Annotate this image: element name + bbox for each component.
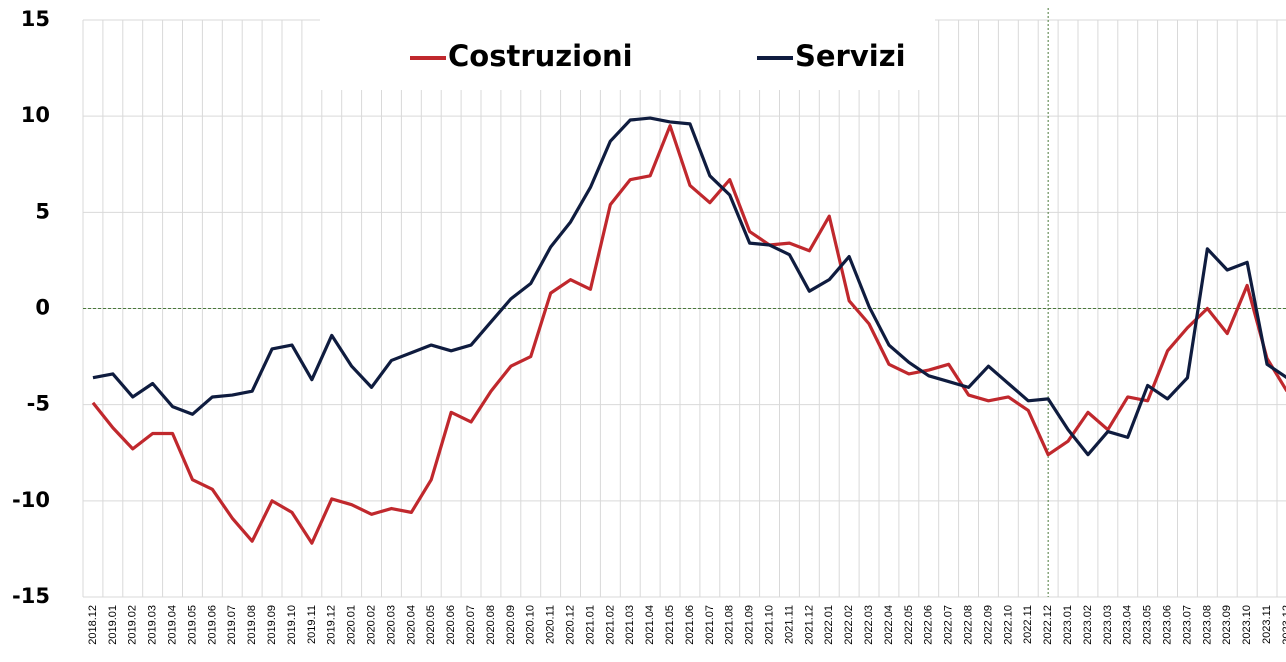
x-tick-label: 2022.02 (843, 605, 855, 645)
x-tick-label: 2019.01 (107, 605, 119, 645)
legend-background (320, 8, 935, 90)
x-tick-label: 2021.02 (604, 605, 616, 645)
x-tick-label: 2021.04 (644, 605, 656, 645)
x-tick-label: 2022.05 (903, 605, 915, 645)
x-tick-label: 2020.07 (465, 605, 477, 645)
x-tick-label: 2019.06 (206, 605, 218, 645)
series-line (91, 124, 1286, 545)
x-tick-label: 2020.02 (365, 605, 377, 645)
x-tick-label: 2023.03 (1102, 605, 1114, 645)
y-tick-label: 0 (35, 296, 50, 320)
x-tick-label: 2019.04 (166, 605, 178, 645)
x-tick-label: 2022.10 (1002, 605, 1014, 645)
x-tick-label: 2021.08 (724, 605, 736, 645)
x-tick-label: 2019.12 (326, 605, 338, 645)
x-tick-label: 2022.07 (943, 605, 955, 645)
x-tick-label: 2022.11 (1022, 605, 1034, 644)
x-tick-label: 2023.07 (1181, 605, 1193, 645)
x-tick-label: 2021.07 (704, 605, 716, 645)
x-tick-label: 2020.01 (346, 605, 358, 645)
x-tick-label: 2022.08 (962, 605, 974, 645)
x-tick-label: 2023.11 (1261, 605, 1273, 644)
x-tick-label: 2023.08 (1201, 605, 1213, 645)
x-tick-label: 2020.11 (545, 605, 557, 644)
x-tick-label: 2019.02 (127, 605, 139, 645)
x-tick-label: 2019.11 (306, 605, 318, 644)
x-tick-label: 2021.11 (783, 605, 795, 644)
x-tick-label: 2023.04 (1122, 605, 1134, 645)
legend-label: Costruzioni (448, 39, 633, 73)
x-tick-label: 2021.10 (763, 605, 775, 645)
x-tick-label: 2021.12 (803, 605, 815, 645)
y-tick-label: -15 (12, 584, 50, 608)
x-tick-label: 2022.09 (982, 605, 994, 645)
x-tick-label: 2021.03 (624, 605, 636, 645)
x-tick-label: 2020.10 (525, 605, 537, 645)
x-tick-label: 2020.09 (505, 605, 517, 645)
y-tick-label: 10 (21, 103, 50, 127)
x-tick-label: 2020.12 (564, 605, 576, 645)
x-tick-label: 2019.08 (246, 605, 258, 645)
x-tick-label: 2019.09 (266, 605, 278, 645)
x-tick-label: 2023.10 (1241, 605, 1253, 645)
x-tick-label: 2023.01 (1062, 605, 1074, 645)
x-tick-label: 2019.07 (226, 605, 238, 645)
y-tick-label: 15 (21, 7, 50, 31)
x-tick-label: 2021.06 (684, 605, 696, 645)
x-tick-label: 2023.09 (1221, 605, 1233, 645)
legend-label: Servizi (795, 39, 906, 73)
x-tick-label: 2022.04 (883, 605, 895, 645)
x-tick-label: 2020.04 (405, 605, 417, 645)
x-tick-label: 2020.03 (385, 605, 397, 645)
x-tick-label: 2023.12 (1281, 605, 1286, 645)
y-tick-label: -10 (12, 488, 50, 512)
x-tick-label: 2022.03 (863, 605, 875, 645)
x-tick-label: 2021.05 (664, 605, 676, 645)
x-tick-label: 2020.08 (485, 605, 497, 645)
x-tick-label: 2020.05 (425, 605, 437, 645)
y-tick-label: 5 (35, 199, 50, 223)
x-tick-label: 2022.06 (923, 605, 935, 645)
x-tick-label: 2019.03 (147, 605, 159, 645)
x-tick-label: 2019.10 (286, 605, 298, 645)
x-tick-label: 2023.06 (1161, 605, 1173, 645)
x-tick-label: 2020.06 (445, 605, 457, 645)
x-tick-label: 2022.01 (823, 605, 835, 645)
x-tick-label: 2021.09 (744, 605, 756, 645)
x-tick-label: 2018.12 (87, 605, 99, 645)
x-tick-label: 2022.12 (1042, 605, 1054, 645)
series-line (92, 116, 1286, 457)
x-tick-label: 2019.05 (186, 605, 198, 645)
y-tick-label: -5 (27, 392, 50, 416)
x-tick-label: 2023.02 (1082, 605, 1094, 645)
x-tick-label: 2023.05 (1142, 605, 1154, 645)
x-tick-label: 2021.01 (584, 605, 596, 645)
